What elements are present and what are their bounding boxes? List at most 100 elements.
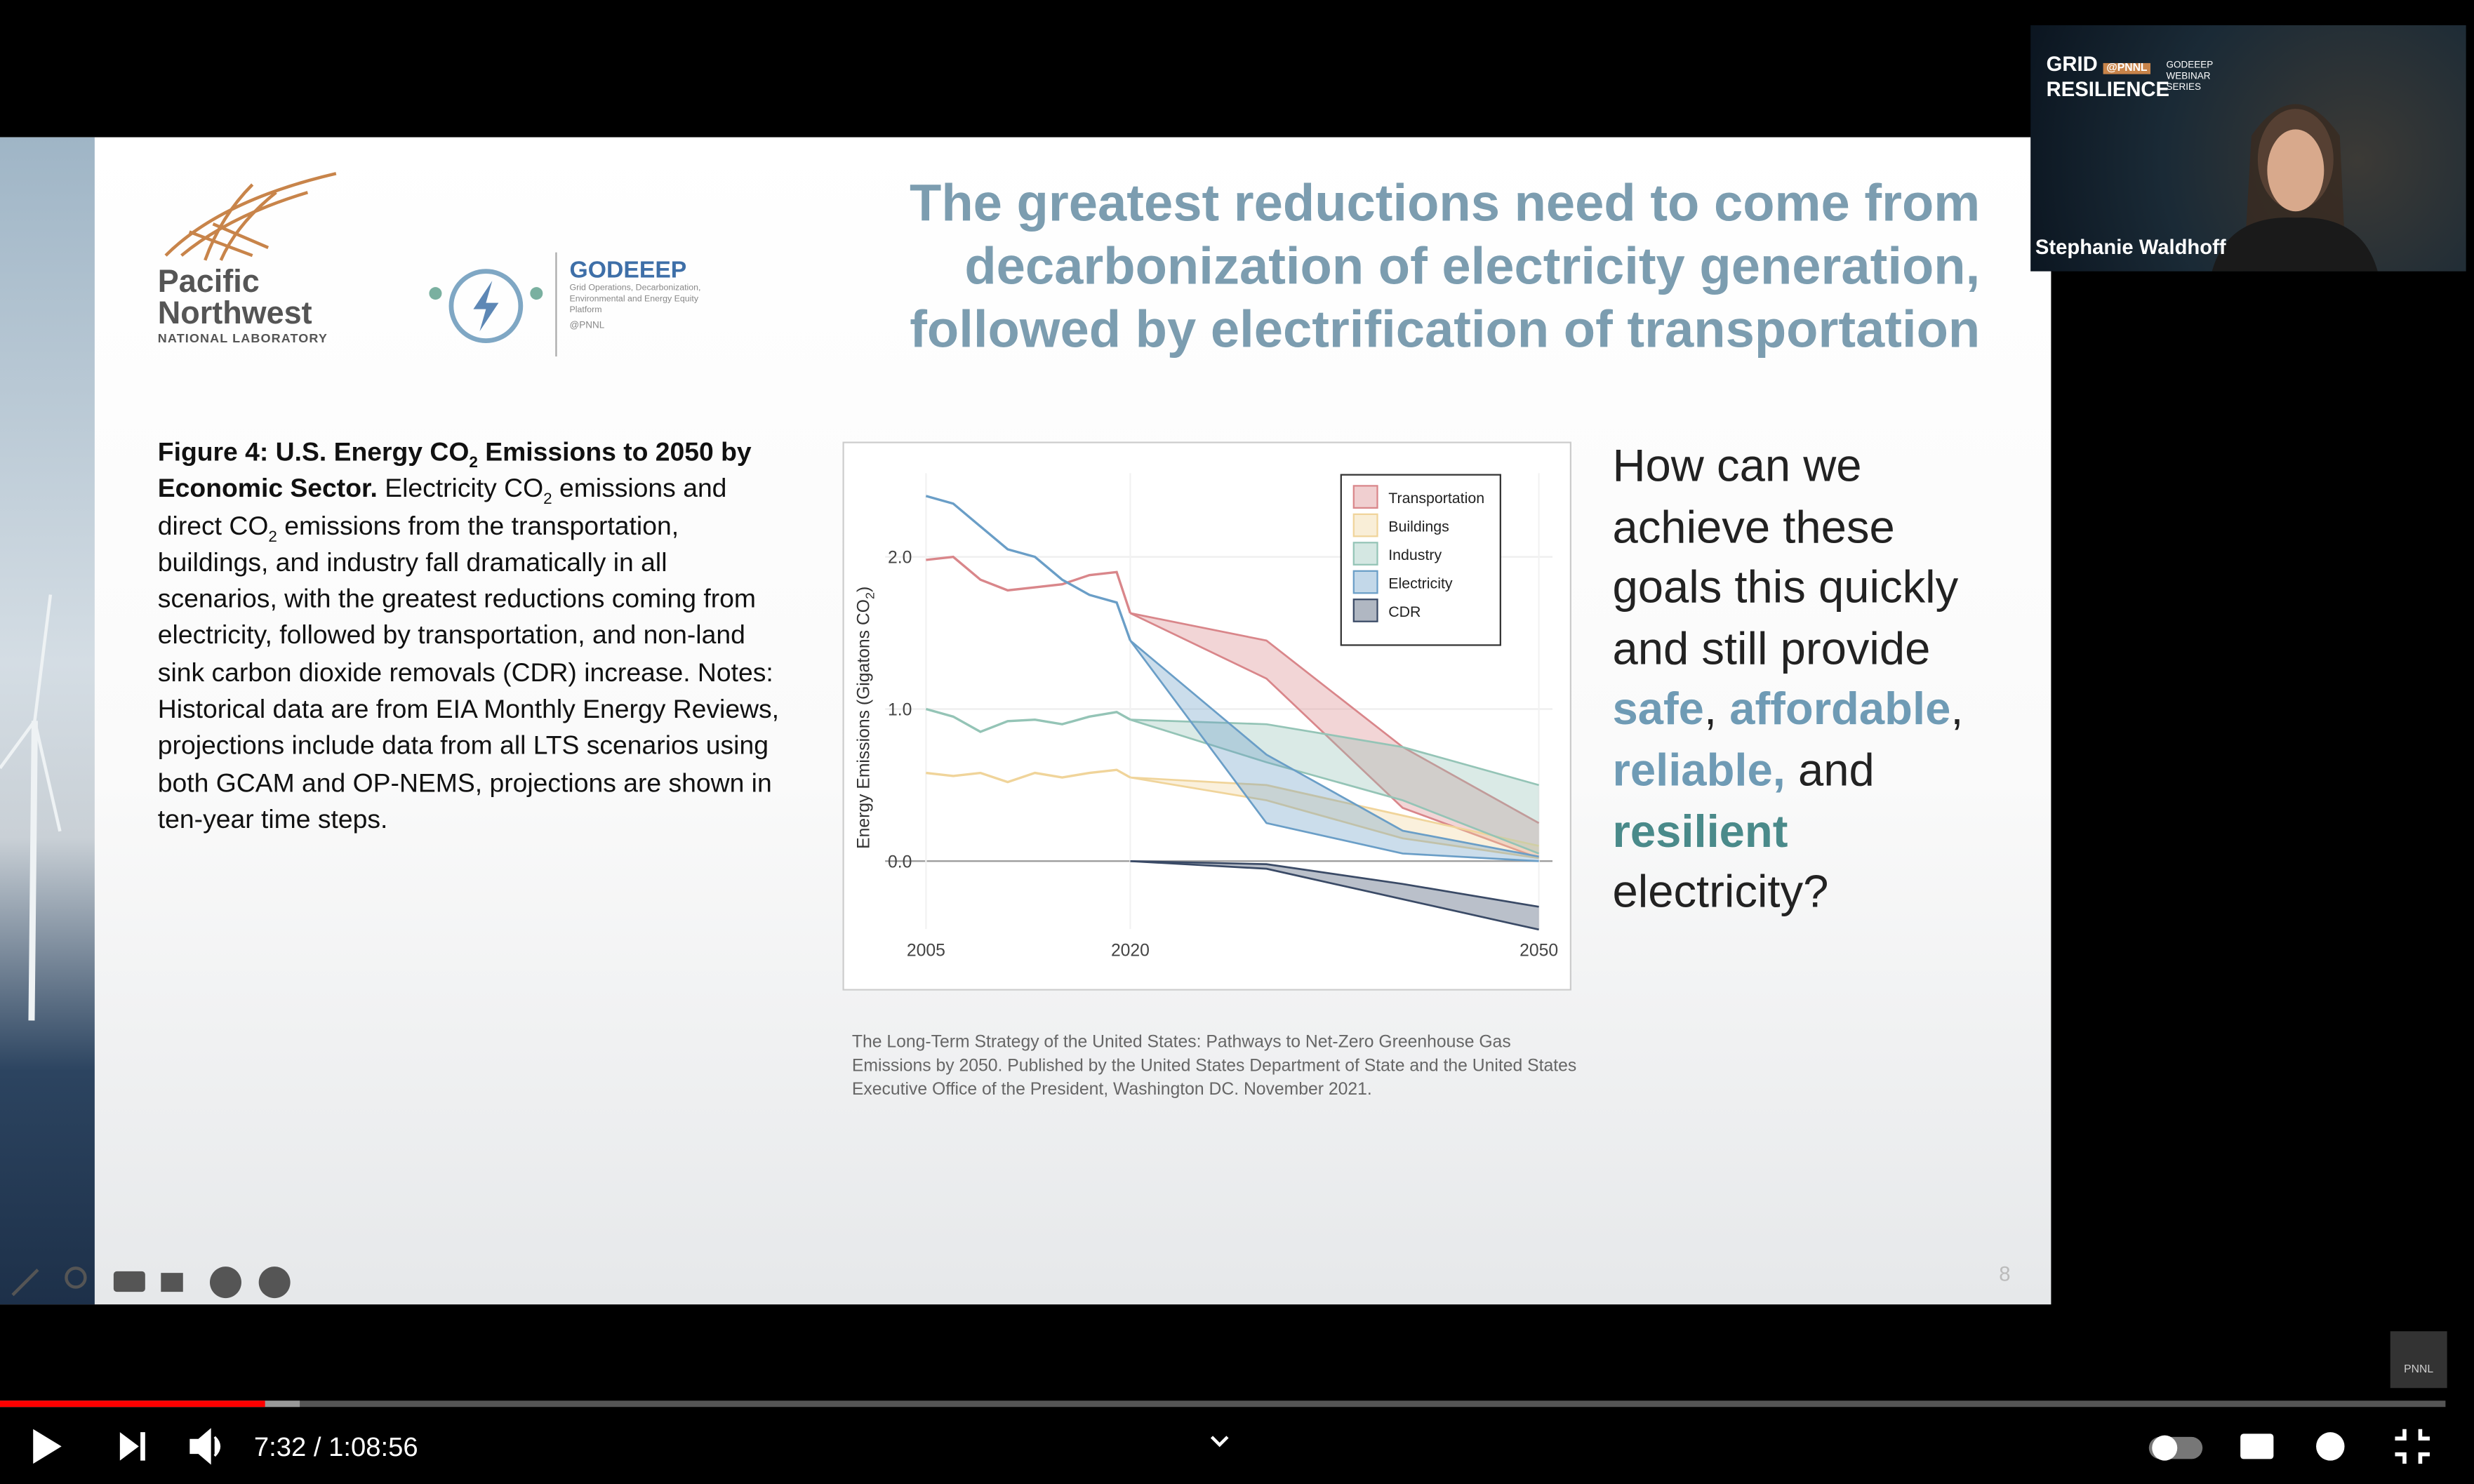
caption-text: emissions and direct CO (157, 474, 727, 541)
figure: 0.0 1.0 2.0 2005 2020 2050 Transportation Build… (842, 441, 1572, 991)
speaker-silhouette (2212, 104, 2378, 272)
speaker-name: Stephanie Waldhoff (2035, 234, 2226, 259)
pen-icon[interactable] (11, 1269, 39, 1297)
y-tick-label: 2.0 (888, 549, 912, 568)
band-edge (1130, 776, 1539, 847)
caption-text: emissions from the transportation, build… (157, 510, 780, 835)
band-edge (1130, 612, 1540, 824)
caption-text: Electricity CO (377, 474, 544, 504)
history-line (926, 555, 1132, 614)
godeeep-logo: GODEEEP Grid Operations, Decarbonization… (570, 257, 709, 331)
source-citation: The Long-Term Strategy of the United Sta… (851, 1033, 1577, 1099)
history-line (925, 707, 1131, 733)
godeeep-icon (429, 269, 543, 343)
slide-toolbar (11, 1266, 291, 1299)
pnnl-logo: Pacific Northwest NATIONAL LABORATORY (158, 267, 328, 349)
subscript: 2 (469, 455, 478, 472)
band-edge (1130, 860, 1539, 931)
event-logo: GRID @PNNL RESILIENCE (2047, 53, 2169, 99)
legend-label: Transportation (1388, 490, 1484, 507)
band-edge (1129, 639, 1539, 858)
time-display: 7:32 / 1:08:56 (254, 1432, 418, 1462)
label-text: ) (855, 587, 874, 592)
volume-button[interactable] (189, 1428, 221, 1465)
caption-bold: Figure 4: U.S. Energy CO (157, 436, 470, 467)
logo-text: Northwest (157, 296, 312, 332)
legend-label: Industry (1388, 547, 1442, 563)
progress-bar[interactable] (0, 1401, 2446, 1408)
text: , (1950, 685, 1964, 736)
subscript: 2 (543, 491, 552, 509)
wind-turbine (0, 594, 62, 1021)
band-edge (1130, 718, 1540, 855)
figure-caption: Figure 4: U.S. Energy CO2 Emissions to 2… (158, 434, 781, 838)
logo-text: GRID (2046, 52, 2098, 76)
band-edge (1129, 612, 1540, 860)
pnnl-logo-mark (164, 172, 337, 261)
subscript: 2 (863, 592, 877, 599)
y-axis-label: Energy Emissions (Gigatons CO2) (855, 587, 877, 849)
y-tick-label: 1.0 (888, 700, 912, 719)
zoom-icon[interactable] (65, 1266, 87, 1289)
webcam-feed: GRID @PNNL RESILIENCE GODEEEP WEBINAR SER… (2030, 25, 2466, 272)
highlight: safe (1612, 685, 1704, 736)
background-photo (0, 137, 95, 1305)
subscript: 2 (268, 528, 277, 546)
slide: Pacific Northwest NATIONAL LABORATORY GO… (0, 137, 2051, 1305)
next-button[interactable] (119, 1432, 145, 1461)
next-slide-icon[interactable] (258, 1266, 291, 1299)
legend-swatch (1352, 513, 1378, 537)
projection-band (1130, 719, 1539, 854)
x-tick-label: 2020 (1111, 941, 1150, 960)
chapters-toggle[interactable] (1210, 1436, 1229, 1448)
logo-text: RESILIENCE (2046, 77, 2170, 101)
label-text: Energy Emissions (Gigatons CO (855, 599, 874, 849)
captions-button[interactable] (2240, 1433, 2274, 1459)
history-line (926, 768, 1131, 784)
camera-icon[interactable] (161, 1273, 183, 1292)
legend-frame (1340, 474, 1501, 646)
projection-band (1130, 640, 1539, 862)
logo-text: GODEEEP (569, 257, 687, 284)
highlight: affordable (1729, 685, 1951, 736)
series-label: GODEEEP WEBINAR SERIES (2166, 61, 2213, 93)
slide-title: The greatest reductions need to come fro… (757, 172, 1980, 361)
logo-tag: @PNNL (2103, 62, 2151, 74)
text: electricity? (1612, 867, 1829, 918)
played (0, 1401, 265, 1408)
x-tick-label: 2005 (907, 941, 945, 960)
caption-bold: Emissions to 2050 by Economic Sector. (157, 436, 752, 504)
text: and (1785, 746, 1875, 797)
x-tick-label: 2050 (1519, 941, 1558, 960)
legend-swatch (1352, 599, 1378, 622)
legend-swatch (1352, 485, 1378, 509)
legend-label: Buildings (1388, 519, 1449, 535)
channel-watermark[interactable]: PNNL (2390, 1331, 2447, 1389)
text: , (1703, 685, 1717, 736)
band-edge (1129, 640, 1539, 862)
page-number: 8 (1999, 1262, 2011, 1286)
history-line (925, 495, 1132, 641)
autoplay-knob (2152, 1435, 2178, 1461)
legend-swatch (1352, 570, 1378, 594)
legend-label: Electricity (1388, 575, 1453, 592)
y-tick-label: 0.0 (888, 853, 912, 871)
title-line: followed by electrification of transport… (910, 300, 1981, 359)
highlight: resilient (1612, 806, 1788, 857)
more-icon[interactable] (209, 1266, 241, 1299)
band-edge (1130, 860, 1539, 908)
divider (555, 252, 557, 357)
band-edge (1130, 776, 1539, 860)
text: How can we achieve these goals this quic… (1612, 441, 1959, 675)
legend-swatch (1352, 542, 1378, 566)
settings-button[interactable] (2316, 1432, 2345, 1461)
logo-handle: @PNNL (569, 321, 605, 332)
play-button[interactable] (33, 1429, 62, 1464)
cc-icon[interactable] (113, 1271, 145, 1292)
logo-tagline: Grid Operations, Decarbonization, Enviro… (569, 283, 701, 316)
exit-fullscreen-button[interactable] (2395, 1429, 2430, 1464)
question-text: How can we achieve these goals this quic… (1612, 437, 1991, 924)
title-line: The greatest reductions need to come fro… (910, 173, 1981, 232)
logo-subtext: NATIONAL LABORATORY (157, 331, 328, 346)
